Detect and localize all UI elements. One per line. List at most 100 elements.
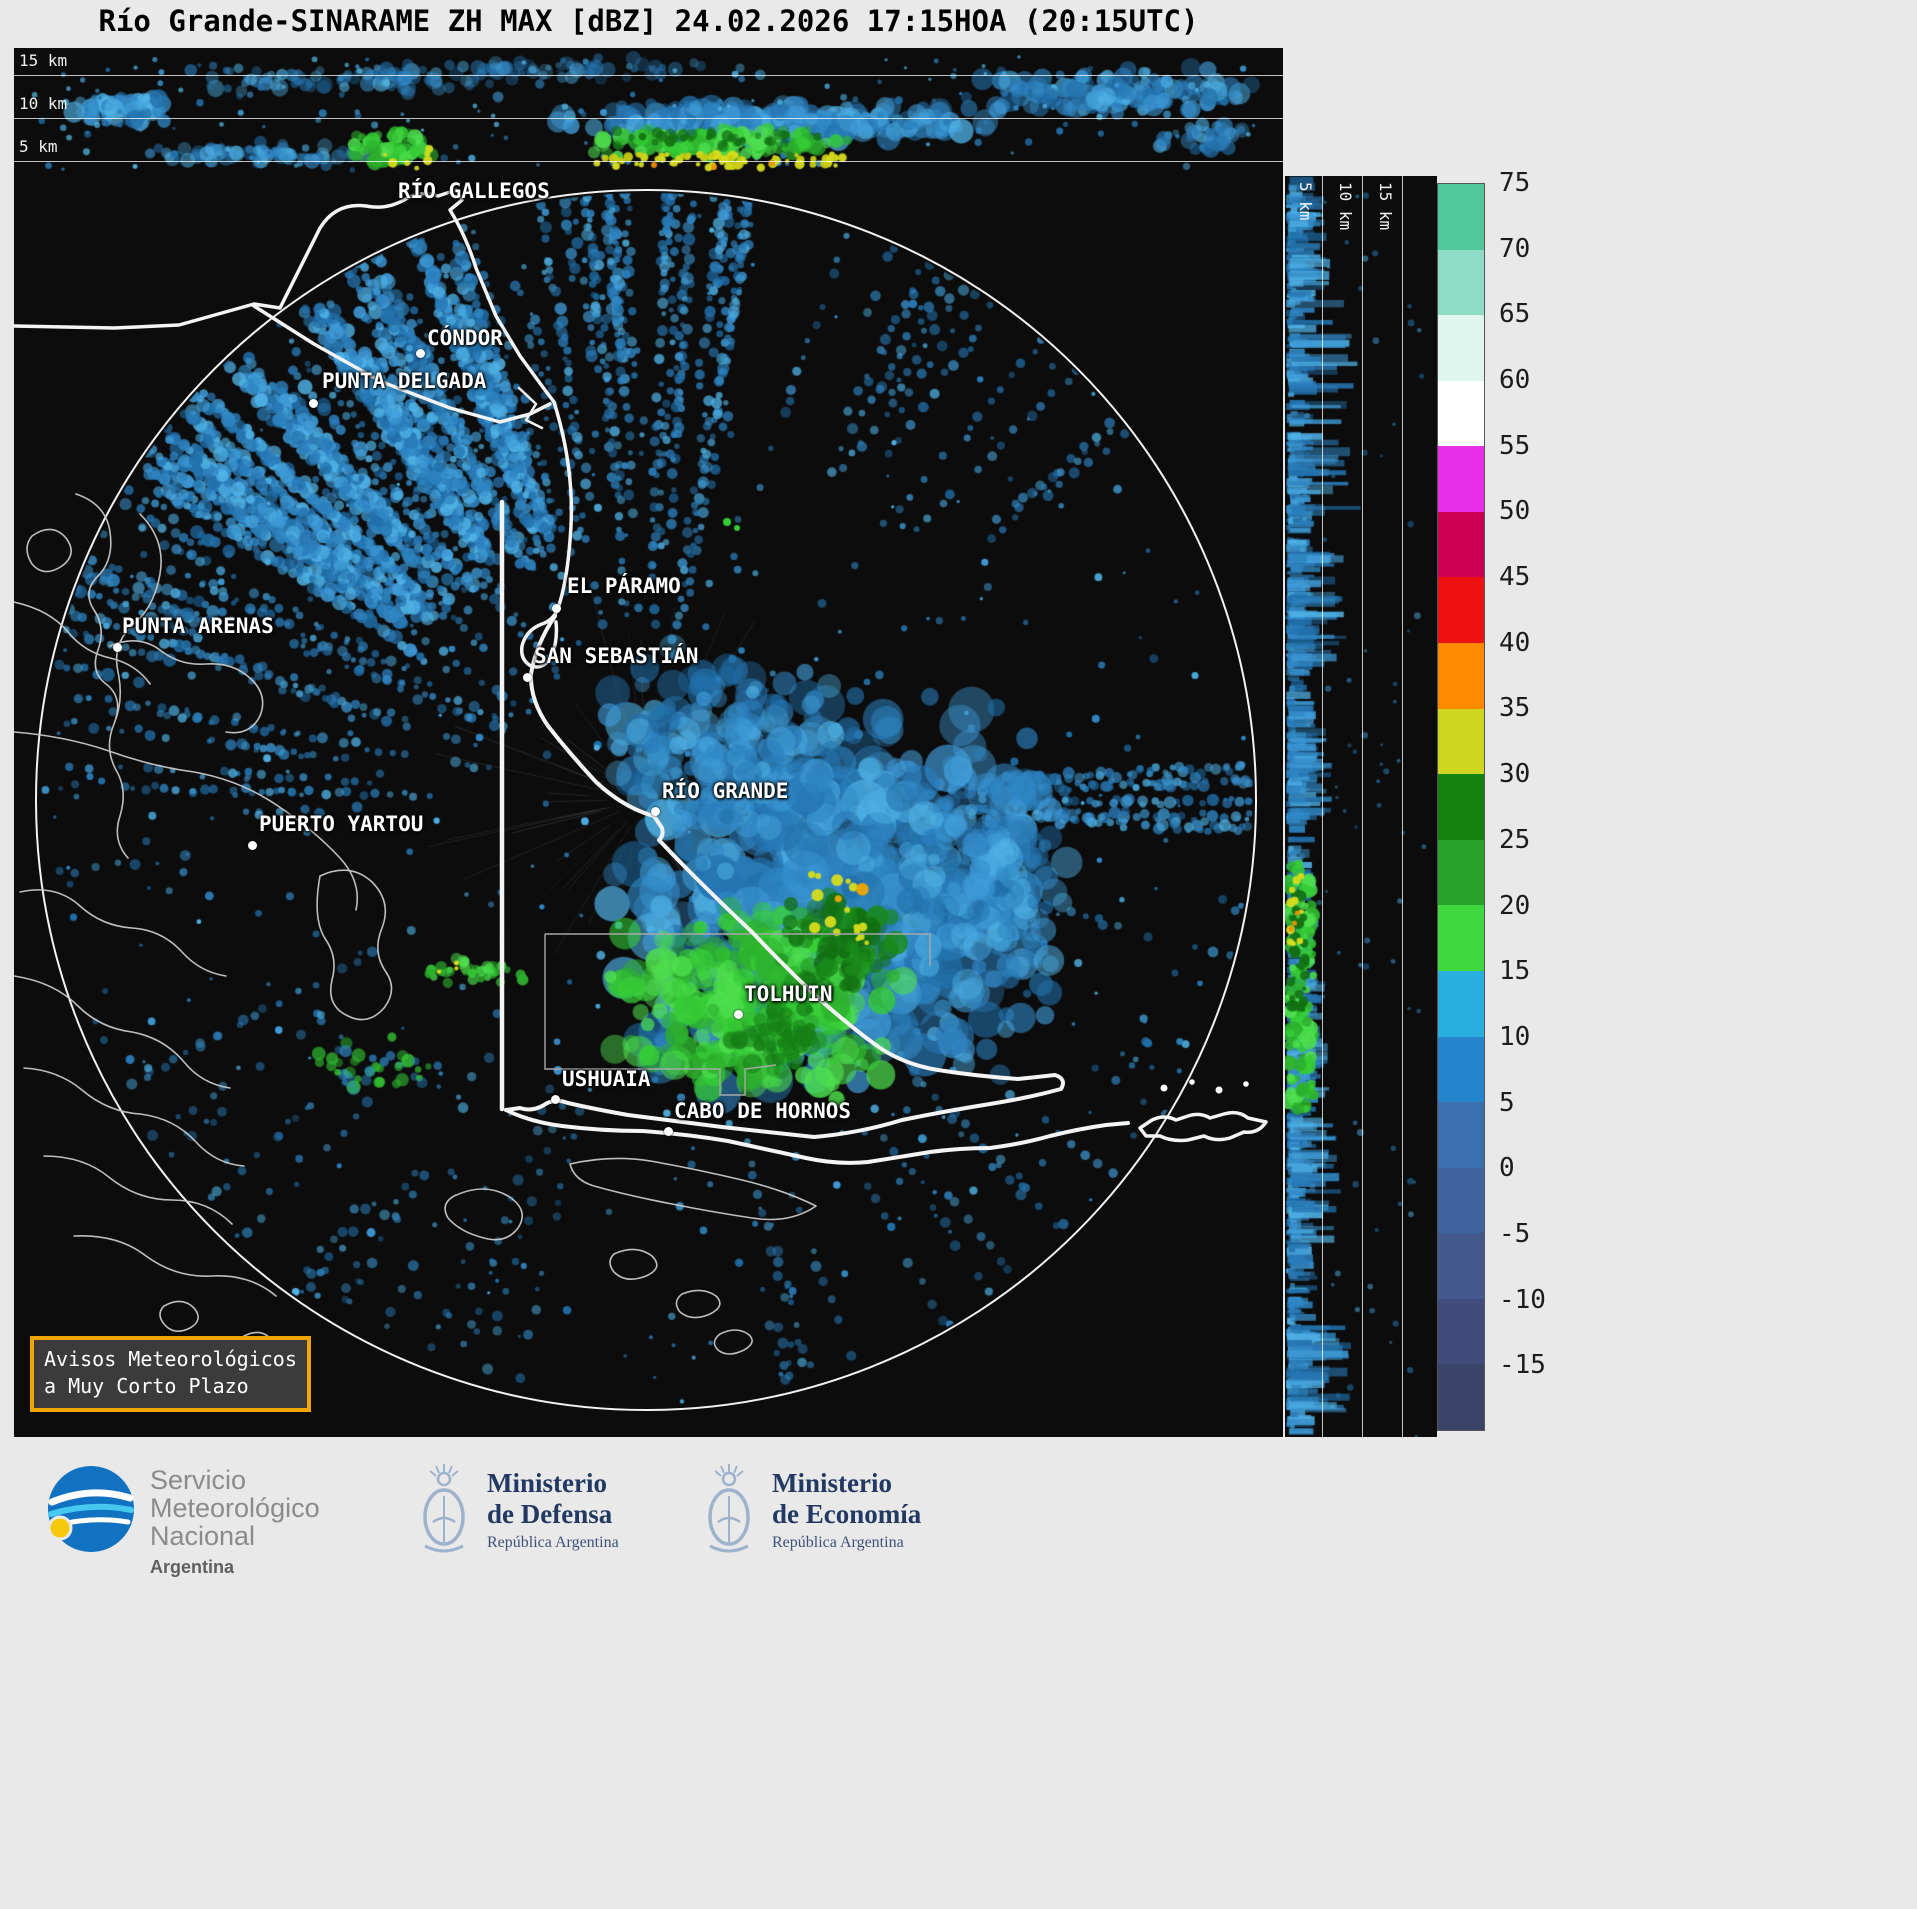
- top-cross-section-panel: 15 km 10 km 5 km: [14, 48, 1283, 176]
- colorbar-tick-label: 15: [1499, 956, 1531, 987]
- height-label: 10 km: [1336, 182, 1355, 231]
- place-dot: [308, 398, 318, 408]
- colorbar-tick-label: 45: [1499, 562, 1531, 593]
- economia-line: de Economía: [772, 1499, 922, 1529]
- colorbar-tick-label: -15: [1499, 1350, 1546, 1381]
- smn-logo-block: Servicio Meteorológico Nacional Argentin…: [46, 1464, 320, 1581]
- place-label: CÓNDOR: [427, 326, 503, 350]
- smn-logo-icon: [47, 1466, 134, 1552]
- place-labels: RÍO GALLEGOS CÓNDOR PUNTA DELGADA EL PÁRAMO…: [14, 176, 1283, 1437]
- height-gridline: [14, 118, 1283, 119]
- colorbar-tick-label: 30: [1499, 759, 1531, 790]
- colorbar-tick-label: 0: [1499, 1153, 1515, 1184]
- height-gridline: [1362, 176, 1363, 1437]
- height-gridline: [14, 75, 1283, 76]
- colorbar-tick-label: 65: [1499, 299, 1531, 330]
- colorbar-tick-label: 10: [1499, 1021, 1531, 1052]
- economia-line: Ministerio: [772, 1468, 892, 1498]
- colorbar: 75 70 65 60 55 50 45 40 35 30 25 20 15 10 5 0 -5 -10 -15: [1437, 168, 1567, 1431]
- economia-sub: República Argentina: [772, 1534, 904, 1551]
- place-label: PUERTO YARTOU: [259, 812, 424, 836]
- page-title: Río Grande-SINARAME ZH MAX [dBZ] 24.02.2…: [98, 4, 1199, 38]
- smn-text: Servicio Meteorológico Nacional Argentin…: [150, 1466, 320, 1581]
- place-dot: [650, 806, 660, 816]
- colorbar-tick-label: 40: [1499, 627, 1531, 658]
- coat-of-arms-icon: [708, 1464, 750, 1553]
- top-cross-section-canvas: [14, 48, 1283, 176]
- colorbar-segment: [1438, 380, 1484, 447]
- colorbar-tick-label: 25: [1499, 824, 1531, 855]
- colorbar-tick-label: 20: [1499, 890, 1531, 921]
- colorbar-segment: [1438, 1167, 1484, 1234]
- defensa-sub: República Argentina: [487, 1534, 619, 1551]
- ministerio-economia-block: Ministerio de Economía República Argenti…: [700, 1462, 921, 1558]
- right-cross-section-panel: 5 km 10 km 15 km: [1285, 176, 1437, 1437]
- place-dot: [551, 603, 561, 613]
- colorbar-segment: [1438, 774, 1484, 840]
- colorbar-segment: [1438, 184, 1484, 250]
- colorbar-segment: [1438, 1036, 1484, 1103]
- colorbar-tick-label: 35: [1499, 693, 1531, 724]
- place-dot: [112, 642, 122, 652]
- defensa-text: Ministerio de Defensa República Argentin…: [487, 1468, 619, 1552]
- radar-map-panel: RÍO GALLEGOS CÓNDOR PUNTA DELGADA EL PÁRAMO…: [14, 176, 1283, 1437]
- colorbar-ticks: 75 70 65 60 55 50 45 40 35 30 25 20 15 10 5 0 -5 -10 -15: [1437, 168, 1567, 1431]
- warning-box[interactable]: Avisos Meteorológicos a Muy Corto Plazo: [30, 1336, 311, 1412]
- colorbar-segment: [1438, 643, 1484, 709]
- colorbar-tick-label: 60: [1499, 365, 1531, 396]
- colorbar-tick-label: -5: [1499, 1218, 1531, 1249]
- smn-country: Argentina: [150, 1557, 235, 1577]
- height-label: 5 km: [19, 137, 58, 156]
- colorbar-segment: [1438, 839, 1484, 906]
- colorbar-tick-label: -10: [1499, 1284, 1546, 1315]
- height-label: 15 km: [19, 51, 68, 70]
- place-dot: [522, 672, 532, 682]
- colorbar-segment: [1438, 249, 1484, 316]
- colorbar-segment: [1438, 315, 1484, 381]
- place-dot: [550, 1094, 560, 1104]
- place-dot: [733, 1009, 743, 1019]
- colorbar-segment: [1438, 1102, 1484, 1168]
- colorbar-gradient: [1437, 183, 1485, 1431]
- colorbar-segment: [1438, 511, 1484, 578]
- ministerio-defensa-block: Ministerio de Defensa República Argentin…: [415, 1462, 619, 1558]
- smn-line: Nacional: [150, 1521, 256, 1551]
- colorbar-segment: [1438, 970, 1484, 1037]
- right-cross-section-canvas: [1285, 176, 1437, 1437]
- colorbar-tick-label: 70: [1499, 233, 1531, 264]
- place-label: CABO DE HORNOS: [674, 1099, 852, 1123]
- colorbar-tick-label: 75: [1499, 168, 1531, 198]
- coat-of-arms-icon: [423, 1464, 465, 1553]
- smn-line: Servicio: [150, 1465, 247, 1495]
- smn-line: Meteorológico: [150, 1493, 320, 1523]
- height-gridline: [1322, 176, 1323, 1437]
- place-label: PUNTA DELGADA: [322, 369, 487, 393]
- place-label: PUNTA ARENAS: [122, 614, 274, 638]
- warning-line-1: Avisos Meteorológicos: [44, 1347, 297, 1371]
- colorbar-segment: [1438, 1298, 1484, 1365]
- height-label: 10 km: [19, 94, 68, 113]
- colorbar-segment: [1438, 708, 1484, 775]
- colorbar-tick-label: 50: [1499, 496, 1531, 527]
- place-label: RÍO GRANDE: [662, 779, 789, 803]
- colorbar-segment: [1438, 446, 1484, 512]
- colorbar-segment: [1438, 1364, 1484, 1430]
- place-label: RÍO GALLEGOS: [398, 179, 550, 203]
- colorbar-segment: [1438, 577, 1484, 644]
- height-gridline: [14, 161, 1283, 162]
- defensa-line: de Defensa: [487, 1499, 613, 1529]
- place-label: TOLHUIN: [744, 982, 833, 1006]
- colorbar-tick-label: 5: [1499, 1087, 1515, 1118]
- height-label: 15 km: [1376, 182, 1395, 231]
- place-label: EL PÁRAMO: [567, 574, 681, 598]
- place-dot: [247, 840, 257, 850]
- colorbar-segment: [1438, 905, 1484, 971]
- colorbar-tick-label: 55: [1499, 430, 1531, 461]
- height-label: 5 km: [1296, 182, 1315, 221]
- place-label: USHUAIA: [562, 1067, 651, 1091]
- defensa-line: Ministerio: [487, 1468, 607, 1498]
- warning-line-2: a Muy Corto Plazo: [44, 1374, 249, 1398]
- economia-text: Ministerio de Economía República Argenti…: [772, 1468, 921, 1552]
- colorbar-segment: [1438, 1233, 1484, 1299]
